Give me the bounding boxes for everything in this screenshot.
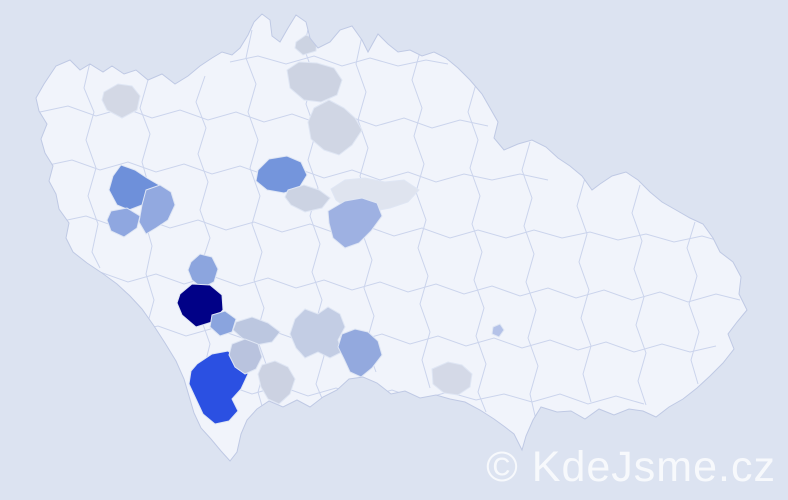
district-d10[interactable] — [138, 184, 176, 235]
country-outline — [35, 13, 748, 462]
district-d01[interactable] — [101, 83, 141, 119]
highlighted-districts — [101, 34, 505, 425]
district-d14[interactable] — [209, 310, 237, 337]
country-land — [36, 14, 747, 461]
kdejsme-watermark: © KdeJsme.cz — [486, 443, 776, 491]
district-d19[interactable] — [228, 338, 263, 375]
district-d11[interactable] — [106, 207, 141, 238]
district-d08[interactable] — [327, 197, 383, 249]
district-d12[interactable] — [187, 253, 219, 289]
district-d15[interactable] — [232, 316, 281, 346]
district-d06[interactable] — [284, 184, 331, 213]
district-d22[interactable] — [491, 323, 505, 338]
district-d20[interactable] — [257, 360, 296, 405]
district-d17[interactable] — [337, 328, 383, 378]
district-d05[interactable] — [255, 155, 308, 194]
district-d21[interactable] — [431, 361, 473, 396]
district-d03[interactable] — [286, 61, 343, 103]
district-d04[interactable] — [307, 99, 363, 156]
